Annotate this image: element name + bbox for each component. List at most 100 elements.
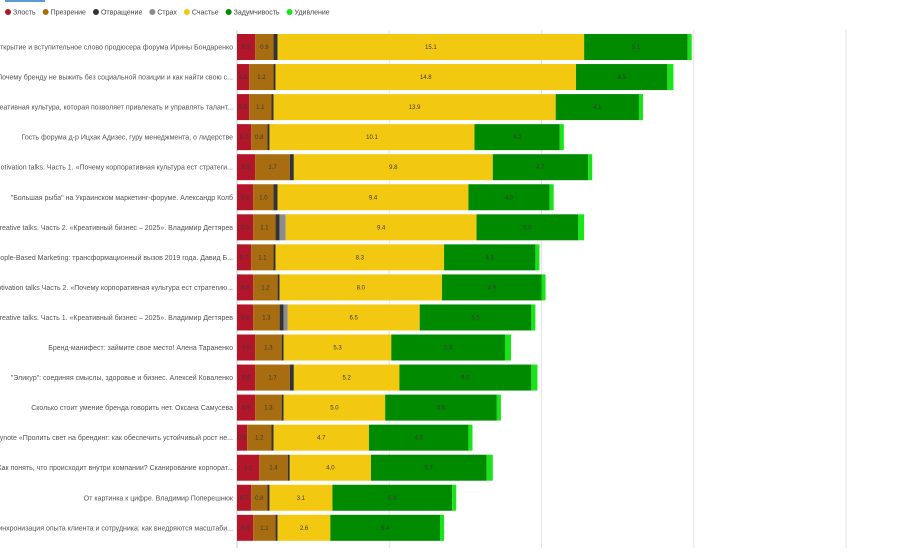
- bar-segment[interactable]: [368, 424, 469, 451]
- bar-segment[interactable]: [535, 244, 540, 271]
- bar-segment[interactable]: [667, 64, 674, 91]
- bar-segment[interactable]: [247, 424, 272, 451]
- bar-segment[interactable]: [271, 424, 274, 451]
- bar-segment[interactable]: [419, 304, 532, 331]
- bar-segment[interactable]: [504, 334, 512, 361]
- bar-segment[interactable]: [253, 304, 280, 331]
- bar-segment[interactable]: [277, 274, 280, 301]
- bar-segment[interactable]: [281, 334, 284, 361]
- bar-segment[interactable]: [279, 274, 443, 301]
- bar-segment[interactable]: [273, 184, 278, 211]
- bar-segment[interactable]: [273, 34, 278, 60]
- bar-segment[interactable]: [253, 514, 276, 541]
- bar-segment[interactable]: [267, 124, 270, 151]
- bar-segment[interactable]: [237, 154, 256, 181]
- bar-segment[interactable]: [289, 364, 294, 391]
- bar-segment[interactable]: [496, 394, 501, 421]
- bar-segment[interactable]: [476, 214, 579, 241]
- bar-segment[interactable]: [275, 214, 280, 241]
- bar-segment[interactable]: [468, 184, 550, 211]
- bar-segment[interactable]: [531, 364, 538, 391]
- bar-segment[interactable]: [237, 364, 256, 391]
- bar-segment[interactable]: [237, 424, 248, 451]
- bar-segment[interactable]: [271, 94, 274, 121]
- bar-segment[interactable]: [444, 244, 536, 271]
- bar-segment[interactable]: [269, 484, 333, 511]
- bar-segment[interactable]: [275, 64, 577, 91]
- bar-segment[interactable]: [237, 34, 256, 60]
- bar-segment[interactable]: [385, 394, 497, 421]
- bar-segment[interactable]: [237, 394, 256, 421]
- legend-item[interactable]: Презрение: [42, 9, 86, 17]
- bar-segment[interactable]: [293, 154, 493, 181]
- bar-segment[interactable]: [283, 334, 392, 361]
- bar-segment[interactable]: [273, 424, 369, 451]
- bar-segment[interactable]: [237, 514, 254, 541]
- legend-item[interactable]: Задумчивость: [225, 9, 280, 17]
- legend-item[interactable]: Удивление: [286, 9, 330, 17]
- bar-segment[interactable]: [289, 154, 294, 181]
- bar-segment[interactable]: [255, 394, 282, 421]
- bar-segment[interactable]: [237, 484, 252, 511]
- bar-segment[interactable]: [249, 64, 274, 91]
- bar-segment[interactable]: [237, 454, 260, 481]
- bar-segment[interactable]: [442, 274, 542, 301]
- bar-segment[interactable]: [285, 214, 477, 241]
- bar-segment[interactable]: [253, 274, 278, 301]
- legend[interactable]: Злость Презрение Отвращение Страх Счастье Зад…: [5, 9, 330, 17]
- bar-segment[interactable]: [237, 304, 254, 331]
- bar-segment[interactable]: [237, 214, 254, 241]
- bar-segment[interactable]: [273, 64, 276, 91]
- legend-item[interactable]: Злость: [5, 9, 36, 17]
- bar-segment[interactable]: [237, 334, 256, 361]
- bar-segment[interactable]: [255, 364, 290, 391]
- bar-segment[interactable]: [279, 214, 286, 241]
- bar-segment[interactable]: [559, 124, 564, 151]
- bar-segment[interactable]: [440, 514, 445, 541]
- bar-segment[interactable]: [251, 124, 268, 151]
- bar-segment[interactable]: [275, 514, 278, 541]
- bar-segment[interactable]: [289, 454, 371, 481]
- bar-segment[interactable]: [253, 184, 274, 211]
- bar-segment[interactable]: [555, 94, 639, 121]
- bar-segment[interactable]: [468, 424, 473, 451]
- bar-segment[interactable]: [486, 454, 493, 481]
- bar-segment[interactable]: [251, 484, 268, 511]
- bar-segment[interactable]: [237, 274, 254, 301]
- legend-item[interactable]: Счастье: [183, 9, 219, 17]
- bar-segment[interactable]: [237, 124, 252, 151]
- bar-segment[interactable]: [474, 124, 560, 151]
- bar-segment[interactable]: [251, 244, 274, 271]
- bar-segment[interactable]: [255, 154, 290, 181]
- bar-segment[interactable]: [283, 394, 386, 421]
- bar-segment[interactable]: [277, 514, 331, 541]
- bar-segment[interactable]: [549, 184, 554, 211]
- bar-segment[interactable]: [638, 94, 643, 121]
- bar-segment[interactable]: [588, 154, 593, 181]
- bar-segment[interactable]: [273, 244, 276, 271]
- bar-segment[interactable]: [332, 484, 453, 511]
- bar-segment[interactable]: [531, 304, 536, 331]
- bar-segment[interactable]: [277, 184, 469, 211]
- bar-segment[interactable]: [370, 454, 487, 481]
- bar-segment[interactable]: [330, 514, 440, 541]
- bar-segment[interactable]: [255, 34, 274, 60]
- bar-segment[interactable]: [287, 304, 420, 331]
- bar-segment[interactable]: [578, 214, 585, 241]
- bar-segment[interactable]: [293, 364, 400, 391]
- bar-segment[interactable]: [255, 334, 282, 361]
- bar-segment[interactable]: [452, 484, 457, 511]
- bar-segment[interactable]: [576, 64, 668, 91]
- bar-segment[interactable]: [281, 394, 284, 421]
- bar-segment[interactable]: [541, 274, 546, 301]
- bar-segment[interactable]: [279, 304, 284, 331]
- bar-segment[interactable]: [275, 244, 445, 271]
- legend-item[interactable]: Страх: [149, 9, 177, 17]
- bar-segment[interactable]: [399, 364, 532, 391]
- bar-segment[interactable]: [687, 34, 692, 60]
- bar-segment[interactable]: [277, 34, 585, 60]
- bar-segment[interactable]: [269, 124, 475, 151]
- bar-segment[interactable]: [267, 484, 270, 511]
- bar-segment[interactable]: [259, 454, 288, 481]
- bar-segment[interactable]: [391, 334, 505, 361]
